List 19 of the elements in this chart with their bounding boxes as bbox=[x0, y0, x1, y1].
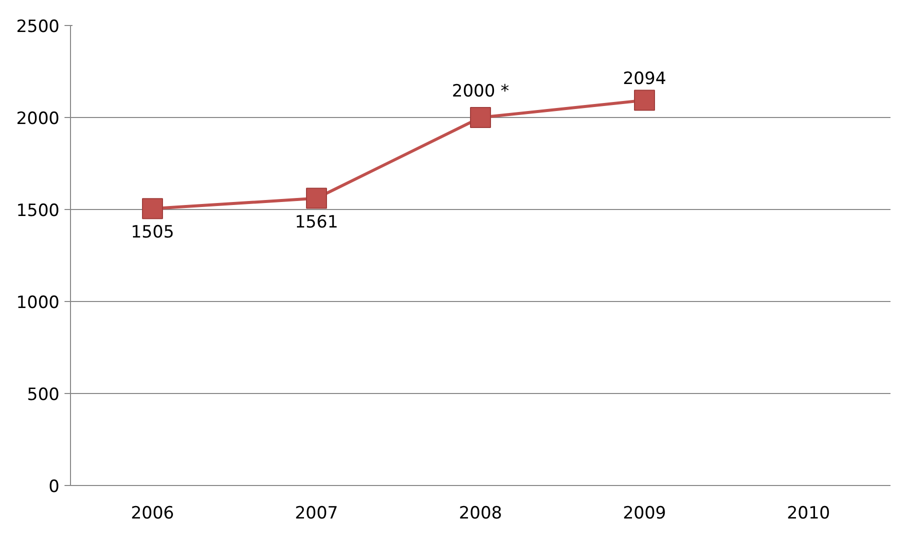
y-tick-label: 2000 bbox=[16, 109, 60, 129]
text: 2094 bbox=[622, 69, 666, 90]
y-tick-label: 1500 bbox=[16, 201, 60, 221]
y-tick-label: 0 bbox=[48, 477, 60, 497]
point bbox=[470, 107, 491, 128]
point bbox=[142, 198, 163, 220]
x-tick-label: 2007 bbox=[294, 504, 338, 524]
text: 2000 * bbox=[452, 82, 510, 102]
point bbox=[634, 90, 655, 111]
y-tick-label: 1000 bbox=[16, 293, 60, 313]
y-tick-label: 500 bbox=[27, 385, 60, 405]
x-tick-label: 2008 bbox=[458, 504, 502, 524]
y-tick-label: 2500 bbox=[16, 17, 60, 37]
x-tick-label: 2010 bbox=[786, 504, 830, 524]
text: 1561 bbox=[294, 212, 338, 232]
x-tick-label: 2006 bbox=[130, 504, 174, 524]
text: 1505 bbox=[130, 222, 174, 243]
x-tick-label: 2009 bbox=[622, 504, 666, 524]
point bbox=[306, 188, 327, 209]
